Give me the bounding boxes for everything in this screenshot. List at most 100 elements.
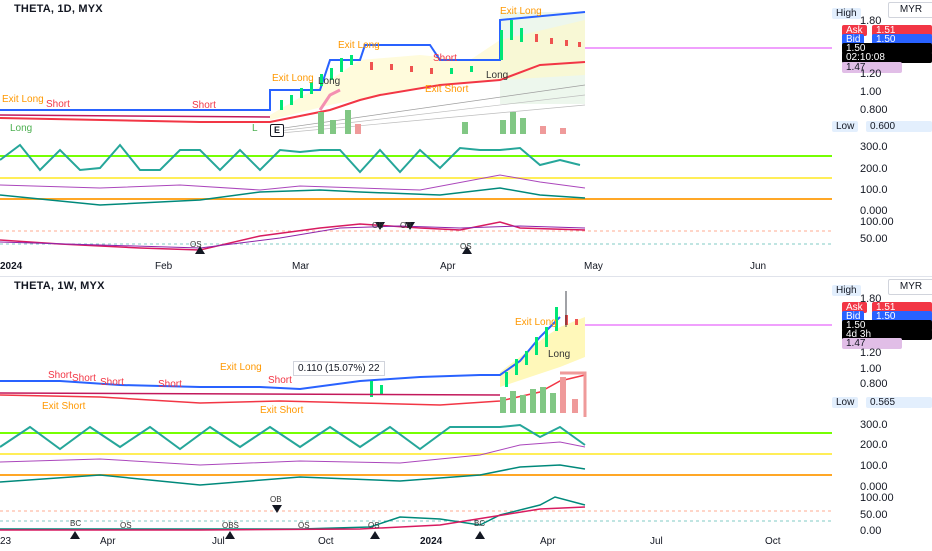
symbol-title: THETA, 1D, MYX: [14, 3, 103, 15]
bar-countdown: 02:10:08: [842, 52, 932, 63]
signal-exit-long: Exit Long: [338, 40, 380, 51]
time-label: Jul: [650, 536, 663, 547]
time-label: 2024: [420, 536, 443, 547]
signal-long: Long: [486, 70, 509, 81]
price-tick: 1.20: [860, 347, 882, 359]
ask-label: Ask: [842, 25, 867, 36]
osc-tick: 0.000: [860, 481, 888, 493]
signal-short: Short: [46, 99, 70, 110]
bar-countdown: 4d 3h: [842, 329, 932, 340]
low-label: Low: [832, 121, 859, 132]
osc1-main-line: [0, 143, 581, 174]
time-label: Jun: [750, 261, 767, 272]
ask-price: 1.51: [872, 25, 932, 36]
price-tick: 1.00: [860, 363, 882, 375]
osc-label-ob: OB: [372, 221, 384, 230]
osc-label-obs: OBS: [222, 521, 239, 530]
pink-segment: [318, 88, 341, 111]
arrow-up-marker: [370, 531, 380, 539]
osc-tick: 0.000: [860, 205, 888, 217]
osc-label-os: OS: [120, 521, 132, 530]
osc2-main-line: [0, 496, 586, 530]
osc-label-ob: OB: [400, 221, 412, 230]
arrow-up-marker: [70, 531, 80, 539]
signal-short: Short: [100, 377, 124, 388]
ask-label: Ask: [842, 302, 867, 313]
signal-exit-short: Exit Short: [42, 401, 86, 412]
price-scale-1d[interactable]: MYR High 1.80 Ask 1.51 Bid 1.50 1.50 02:…: [832, 0, 932, 276]
price-tick: 1.00: [860, 86, 882, 98]
signal-short: Short: [433, 53, 457, 64]
arrow-down-marker: [375, 222, 385, 230]
arrow-up-marker: [225, 531, 235, 539]
earnings-badge[interactable]: E: [270, 124, 284, 137]
chart-panel-1w[interactable]: THETA, 1W, MYX Short Short Short Short E…: [0, 276, 932, 551]
time-label: Apr: [440, 261, 456, 272]
low-value: 0.565: [866, 397, 932, 408]
time-label: May: [584, 261, 603, 272]
arrow-down-marker: [272, 505, 282, 513]
bid-label: Bid: [842, 34, 865, 45]
signal-exit-long: Exit Long: [515, 317, 557, 328]
signal-long: Long: [548, 349, 571, 360]
time-axis-1d[interactable]: 2024 Feb Mar Apr May Jun: [0, 261, 832, 275]
osc1-secondary-line: [0, 464, 586, 486]
currency-button[interactable]: MYR: [888, 2, 932, 18]
osc-tick: 300.0: [860, 141, 888, 153]
signal-short: Short: [192, 100, 216, 111]
time-label: 2024: [0, 261, 23, 272]
osc-tick: 100.00: [860, 492, 894, 504]
plot-area-1w[interactable]: [0, 277, 832, 551]
time-label: Apr: [100, 536, 116, 547]
time-axis-1w[interactable]: 23 Apr Jul Oct 2024 Apr Jul Oct: [0, 536, 832, 550]
chart-panel-1d[interactable]: THETA, 1D, MYX Exit Long Short Short Lon…: [0, 0, 932, 276]
signal-short: Short: [48, 370, 72, 381]
osc-tick: 50.00: [860, 233, 888, 245]
signal-exit-long: Exit Long: [2, 94, 44, 105]
osc-label-ob: OB: [270, 495, 282, 504]
osc1-signal-line: [0, 174, 586, 191]
red-stop-line: [0, 374, 586, 406]
osc-label-bc: BC: [70, 519, 82, 528]
osc2-signal-line: [0, 225, 586, 249]
measure-tooltip: 0.110 (15.07%) 22: [293, 361, 385, 376]
signal-exit-long: Exit Long: [500, 6, 542, 17]
price-scale-1w[interactable]: MYR High 1.80 Ask 1.51 Bid 1.50 1.50 4d …: [832, 277, 932, 551]
ask-price: 1.51: [872, 302, 932, 313]
bid-price: 1.50: [872, 34, 932, 45]
price-tick: 1.20: [860, 68, 882, 80]
low-label: Low: [832, 397, 859, 408]
arrow-up-marker: [475, 531, 485, 539]
osc1-signal-line: [0, 441, 586, 466]
osc-tick: 200.0: [860, 163, 888, 175]
time-label: 23: [0, 536, 12, 547]
osc-label-bc: BC: [474, 519, 486, 528]
osc2-main-line: [0, 221, 586, 251]
blue-trend-line: [0, 316, 561, 391]
signal-long: Long: [318, 76, 341, 87]
arrow-up-marker: [462, 246, 472, 254]
symbol-title: THETA, 1W, MYX: [14, 280, 105, 292]
last-price-label: 1.50: [842, 320, 932, 331]
signal-short: Short: [158, 379, 182, 390]
candles-1d: [0, 20, 581, 118]
price-tick: 0.800: [860, 378, 888, 390]
last-price-label: 1.50: [842, 43, 932, 54]
time-label: Jul: [212, 536, 225, 547]
red-stop-segment: [560, 371, 587, 417]
volume-bars-1d: [318, 110, 566, 134]
signal-exit-long: Exit Long: [220, 362, 262, 373]
time-label: Apr: [540, 536, 556, 547]
currency-button[interactable]: MYR: [888, 279, 932, 295]
pink-price-label: 1.47: [842, 62, 902, 73]
osc-tick: 100.00: [860, 216, 894, 228]
signal-exit-short: Exit Short: [425, 84, 469, 95]
osc-label-os: OS: [368, 521, 380, 530]
osc2-signal-line: [0, 506, 586, 531]
signal-long: L: [252, 123, 258, 134]
high-label: High: [832, 285, 861, 296]
signal-long: Long: [10, 123, 33, 134]
plot-area-1d[interactable]: [0, 0, 832, 276]
osc-label-os: OS: [460, 242, 472, 251]
signal-short: Short: [72, 373, 96, 384]
